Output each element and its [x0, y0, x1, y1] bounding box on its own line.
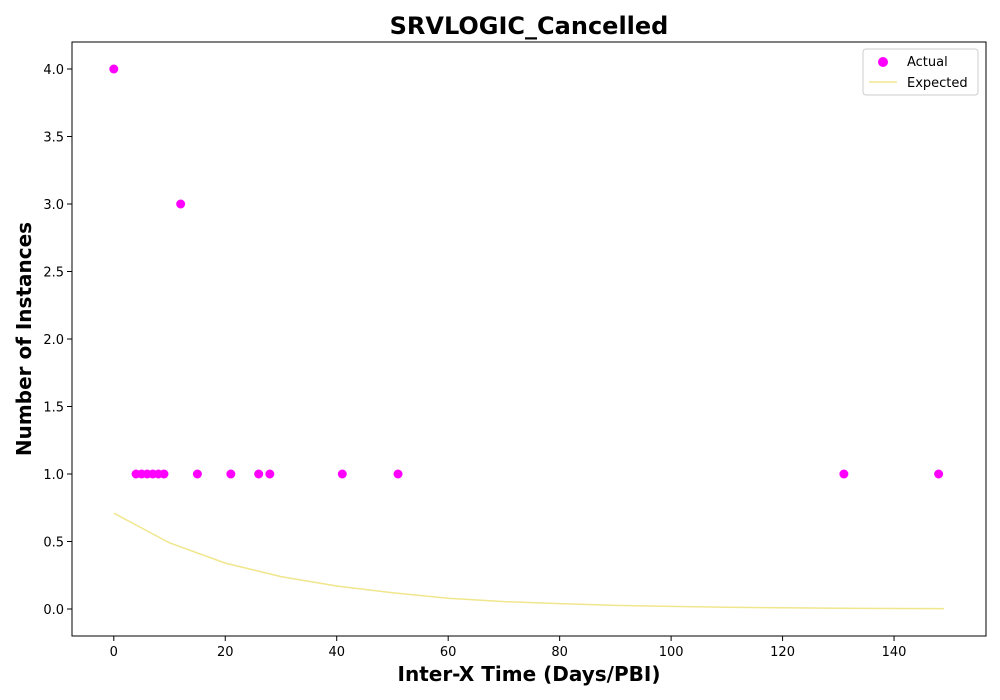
y-tick-label: 2.5 [43, 266, 64, 281]
x-tick-label: 80 [551, 645, 568, 660]
y-tick-label: 0.0 [43, 603, 64, 618]
x-axis-title: Inter-X Time (Days/PBI) [398, 662, 661, 686]
y-tick-label: 2.0 [43, 333, 64, 348]
y-tick-label: 3.0 [43, 198, 64, 213]
plot-area: 0 20 40 60 80 100 120 140 0.0 0.5 1.0 1.5 2.0 2.5 3.0… [43, 41, 987, 660]
legend: Actual Expected [862, 48, 979, 96]
x-tick-label: 60 [440, 645, 457, 660]
y-tick-label: 4.0 [43, 63, 64, 78]
chart-title: SRVLOGIC_Cancelled [390, 12, 669, 40]
x-tick-label: 140 [882, 645, 907, 660]
x-tick-label: 40 [328, 645, 345, 660]
actual-point [226, 469, 236, 479]
legend-box [862, 48, 979, 96]
actual-point [393, 469, 403, 479]
actual-point [337, 469, 347, 479]
series-layer [109, 64, 945, 610]
y-tick-label: 1.5 [43, 401, 64, 416]
y-tick-label: 3.5 [43, 131, 64, 146]
x-axis-ticks: 0 20 40 60 80 100 120 140 [110, 636, 907, 660]
actual-point [176, 199, 186, 209]
legend-expected-label: Expected [907, 76, 968, 91]
legend-actual-marker [878, 57, 888, 67]
x-tick-label: 100 [659, 645, 684, 660]
x-tick-label: 120 [770, 645, 795, 660]
actual-point [192, 469, 202, 479]
actual-point [159, 469, 169, 479]
actual-point [934, 469, 944, 479]
actual-point [109, 64, 119, 74]
actual-point [839, 469, 849, 479]
actual-point [254, 469, 264, 479]
actual-point [265, 469, 275, 479]
y-axis-ticks: 0.0 0.5 1.0 1.5 2.0 2.5 3.0 3.5 4.0 [43, 63, 72, 618]
y-tick-label: 1.0 [43, 468, 64, 483]
expected-line [113, 512, 945, 610]
x-tick-label: 20 [217, 645, 234, 660]
x-tick-label: 0 [110, 645, 118, 660]
y-tick-label: 0.5 [43, 536, 64, 551]
y-axis-title: Number of Instances [12, 222, 36, 456]
legend-actual-label: Actual [907, 55, 948, 70]
